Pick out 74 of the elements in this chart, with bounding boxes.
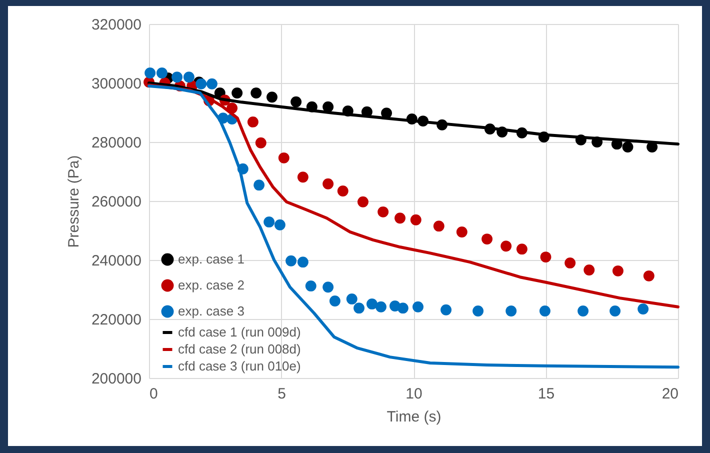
point: [183, 72, 194, 83]
point: [410, 214, 422, 226]
point: [286, 255, 297, 266]
point: [250, 88, 262, 98]
legend-label: exp. case 3: [178, 304, 244, 318]
point: [375, 301, 386, 312]
point: [274, 219, 286, 230]
y-tick-label: 280000: [91, 134, 142, 152]
point: [366, 298, 378, 310]
y-tick-label: 300000: [91, 76, 142, 92]
point: [290, 96, 302, 108]
point: [232, 88, 243, 98]
point: [264, 216, 275, 228]
point: [482, 234, 493, 245]
point: [196, 78, 207, 90]
point: [346, 293, 358, 304]
point: [540, 252, 552, 263]
point: [297, 256, 308, 268]
point: [506, 306, 517, 316]
point: [247, 116, 258, 128]
point: [255, 137, 266, 148]
point: [172, 72, 183, 83]
y-axis-title: Pressure (Pa): [65, 155, 82, 248]
y-tick-label: 260000: [91, 194, 142, 210]
point: [610, 306, 621, 316]
point: [433, 220, 444, 232]
point: [144, 68, 156, 78]
point: [378, 206, 389, 218]
point: [472, 306, 484, 316]
point: [381, 108, 392, 119]
point: [322, 101, 334, 112]
point: [516, 244, 528, 255]
point: [305, 280, 316, 292]
point: [297, 172, 308, 183]
point: [440, 304, 452, 316]
legend-label: cfd case 2 (run 008d): [178, 342, 301, 356]
point: [638, 304, 649, 314]
x-tick-label: 10: [406, 386, 422, 402]
point: [278, 152, 290, 164]
point: [397, 302, 408, 314]
legend-label: cfd case 1 (run 009d): [178, 324, 301, 340]
point: [156, 68, 168, 78]
point: [456, 226, 468, 238]
point: [584, 264, 595, 276]
point: [206, 78, 218, 90]
point: [394, 212, 406, 224]
legend-label: exp. case 1: [178, 252, 244, 266]
x-axis-title: Time (s): [386, 408, 442, 426]
point: [412, 301, 424, 312]
point: [643, 270, 654, 282]
point: [612, 265, 624, 276]
y-tick-label: 320000: [91, 16, 142, 34]
point: [354, 302, 364, 314]
point: [322, 282, 334, 293]
legend-label: exp. case 2: [178, 278, 244, 292]
y-tick-label: 220000: [91, 312, 142, 328]
point: [578, 306, 589, 316]
point: [337, 186, 348, 196]
point: [358, 196, 368, 208]
point: [322, 178, 334, 190]
point: [539, 306, 550, 316]
point: [622, 142, 634, 152]
x-tick-label: 20: [662, 386, 678, 402]
x-tick-label: 5: [278, 386, 286, 402]
point: [266, 92, 278, 103]
y-tick-label: 200000: [91, 370, 142, 388]
point: [254, 180, 265, 191]
x-tick-label: 0: [150, 386, 158, 402]
point: [329, 296, 340, 306]
legend-label: cfd case 3 (run 010e): [178, 358, 301, 374]
point: [564, 257, 576, 268]
point: [500, 240, 512, 252]
y-tick-label: 240000: [91, 252, 142, 270]
x-tick-label: 15: [538, 386, 555, 402]
